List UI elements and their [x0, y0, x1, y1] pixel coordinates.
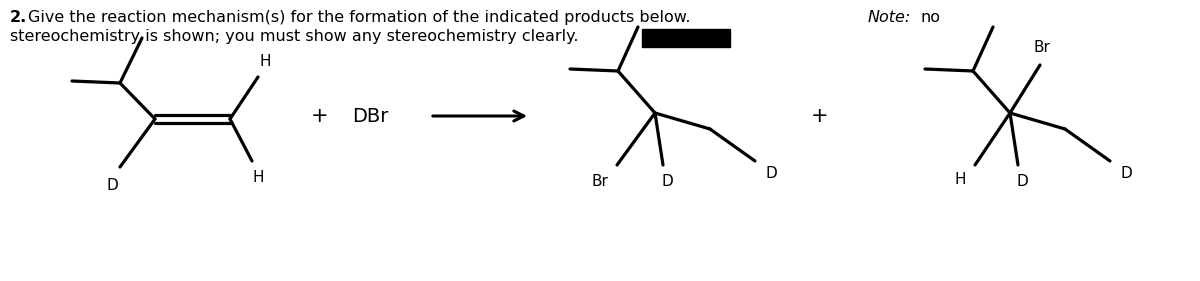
Bar	[642, 29, 730, 47]
Text: D: D	[766, 166, 776, 180]
Text: H: H	[259, 55, 271, 69]
Text: D: D	[661, 173, 673, 189]
Text: Br: Br	[1033, 40, 1050, 56]
Text: D: D	[1120, 166, 1132, 180]
Text: +: +	[811, 106, 829, 126]
Text: DBr: DBr	[352, 106, 388, 126]
Text: 2.: 2.	[10, 10, 28, 25]
Text: H: H	[954, 173, 966, 187]
Text: D: D	[1016, 173, 1028, 189]
Text: stereochemistry is shown; you must show any stereochemistry clearly.: stereochemistry is shown; you must show …	[10, 29, 578, 44]
Text: Note:: Note:	[868, 10, 911, 25]
Text: Br: Br	[592, 173, 608, 189]
Text: Give the reaction mechanism(s) for the formation of the indicated products below: Give the reaction mechanism(s) for the f…	[28, 10, 690, 25]
Text: D: D	[106, 178, 118, 192]
Text: H: H	[252, 169, 264, 185]
Text: no: no	[920, 10, 940, 25]
Text: +: +	[311, 106, 329, 126]
